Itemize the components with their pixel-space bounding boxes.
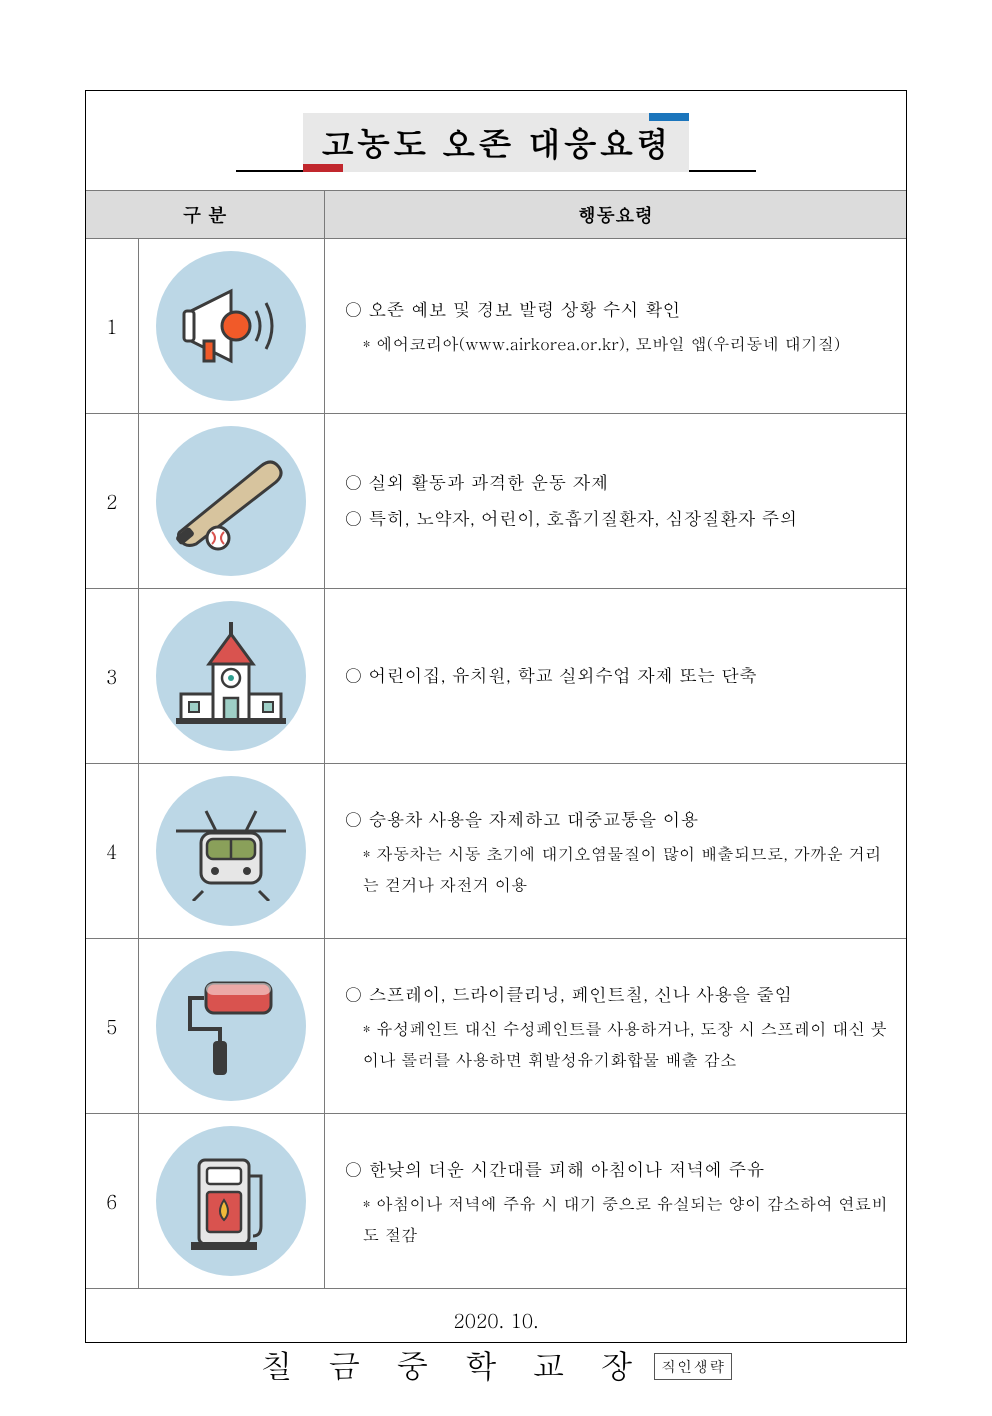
school-building-icon	[156, 601, 306, 751]
row-description: ○ 스프레이, 드라이클리닝, 페인트칠, 신나 사용을 줄임 * 유성페인트 …	[324, 939, 906, 1114]
train-icon	[156, 776, 306, 926]
row-number: 4	[86, 764, 138, 939]
title-section: 고농도 오존 대응요령	[86, 91, 906, 190]
stamp-box: 직인생략	[654, 1353, 732, 1380]
desc-line: ○ 스프레이, 드라이클리닝, 페인트칠, 신나 사용을 줄임	[345, 977, 889, 1013]
page-title: 고농도 오존 대응요령	[321, 117, 672, 166]
row-icon-cell	[138, 589, 324, 764]
desc-line: ○ 실외 활동과 과격한 운동 자제	[345, 465, 889, 501]
row-number: 6	[86, 1114, 138, 1289]
row-number: 5	[86, 939, 138, 1114]
footer-school: 칠 금 중 학 교 장	[260, 1342, 645, 1388]
footer-cell: 2020. 10. 칠 금 중 학 교 장 직인생략	[86, 1289, 906, 1416]
guide-table: 구 분 행동요령 1	[86, 190, 906, 1416]
table-row: 5 ○ 스프레이, 드라이클리닝, 페인트칠, 신나 사용을 줄임 * 유성페인…	[86, 939, 906, 1114]
desc-line: ○ 특히, 노약자, 어린이, 호흡기질환자, 심장질환자 주의	[345, 501, 889, 537]
table-row: 6 ○ 한낮의 더운 시간대를 피해 아침이나 저	[86, 1114, 906, 1289]
document-frame: 고농도 오존 대응요령 구 분 행동요령 1	[85, 90, 907, 1343]
title-box: 고농도 오존 대응요령	[303, 113, 690, 172]
row-number: 1	[86, 239, 138, 414]
row-icon-cell	[138, 239, 324, 414]
paint-roller-icon	[156, 951, 306, 1101]
desc-sub: * 유성페인트 대신 수성페인트를 사용하거나, 도장 시 스프레이 대신 붓이…	[345, 1013, 889, 1076]
desc-line: ○ 한낮의 더운 시간대를 피해 아침이나 저녁에 주유	[345, 1152, 889, 1188]
megaphone-icon	[156, 251, 306, 401]
table-row: 2 ○ 실외 활동과 과격한 운동 자제 ○ 특히, 노약자	[86, 414, 906, 589]
row-icon-cell	[138, 1114, 324, 1289]
desc-line: ○ 승용차 사용을 자제하고 대중교통을 이용	[345, 802, 889, 838]
fuel-pump-icon	[156, 1126, 306, 1276]
row-icon-cell	[138, 939, 324, 1114]
table-row: 4	[86, 764, 906, 939]
row-description: ○ 승용차 사용을 자제하고 대중교통을 이용 * 자동차는 시동 초기에 대기…	[324, 764, 906, 939]
desc-sub: * 아침이나 저녁에 주유 시 대기 중으로 유실되는 양이 감소하여 연료비도…	[345, 1188, 889, 1251]
desc-sub: * 에어코리아(www.airkorea.or.kr), 모바일 앱(우리동네 …	[345, 328, 889, 359]
table-body: 1 ○ 오존 예보 및 경보 발령 상황 수시 확	[86, 239, 906, 1416]
row-description: ○ 오존 예보 및 경보 발령 상황 수시 확인 * 에어코리아(www.air…	[324, 239, 906, 414]
row-number: 3	[86, 589, 138, 764]
col-header-category: 구 분	[86, 191, 324, 239]
col-header-action: 행동요령	[324, 191, 906, 239]
row-icon-cell	[138, 414, 324, 589]
table-row: 1 ○ 오존 예보 및 경보 발령 상황 수시 확	[86, 239, 906, 414]
row-number: 2	[86, 414, 138, 589]
desc-line: ○ 오존 예보 및 경보 발령 상황 수시 확인	[345, 292, 889, 328]
footer-row: 2020. 10. 칠 금 중 학 교 장 직인생략	[86, 1289, 906, 1416]
row-description: ○ 한낮의 더운 시간대를 피해 아침이나 저녁에 주유 * 아침이나 저녁에 …	[324, 1114, 906, 1289]
table-row: 3	[86, 589, 906, 764]
row-description: ○ 어린이집, 유치원, 학교 실외수업 자제 또는 단축	[324, 589, 906, 764]
row-icon-cell	[138, 764, 324, 939]
desc-sub: * 자동차는 시동 초기에 대기오염물질이 많이 배출되므로, 가까운 거리는 …	[345, 838, 889, 901]
desc-line: ○ 어린이집, 유치원, 학교 실외수업 자제 또는 단축	[345, 658, 889, 694]
bat-ball-icon	[156, 426, 306, 576]
footer-date: 2020. 10.	[86, 1307, 906, 1334]
table-header-row: 구 분 행동요령	[86, 191, 906, 239]
row-description: ○ 실외 활동과 과격한 운동 자제 ○ 특히, 노약자, 어린이, 호흡기질환…	[324, 414, 906, 589]
